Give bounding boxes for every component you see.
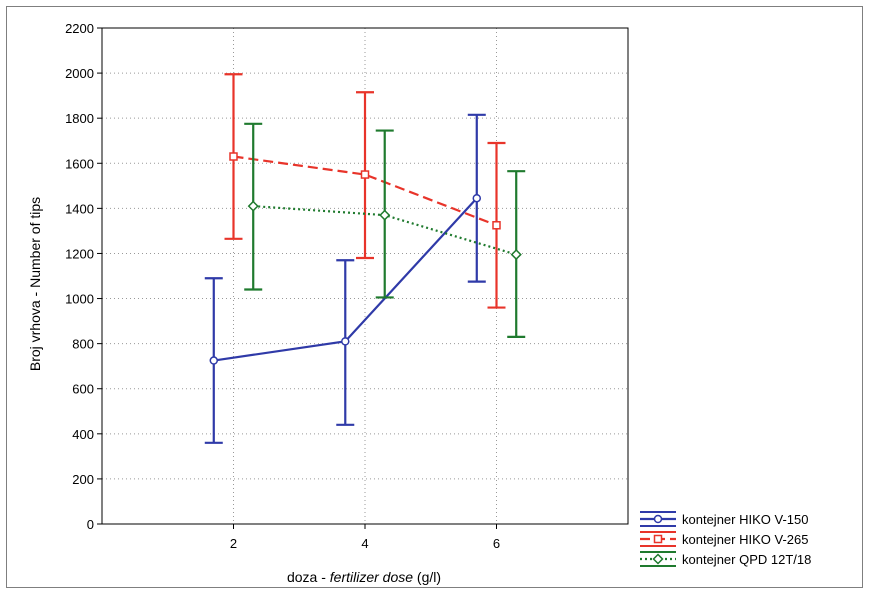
series-3	[244, 122, 526, 338]
data-point	[209, 356, 219, 365]
legend-marker	[653, 514, 663, 524]
legend-item-3: kontejner QPD 12T/18	[640, 551, 811, 567]
data-point	[492, 221, 501, 230]
data-point	[229, 152, 238, 161]
legend-marker	[653, 534, 663, 544]
y-axis-ticks: 0 200 400 600 800 1000 1200 1400 1600 1800 2000 220…	[65, 21, 102, 532]
y-axis-label: Broj vrhova - Number of tips	[27, 197, 43, 371]
y-tick-label: 0	[87, 517, 94, 532]
legend-label: kontejner QPD 12T/18	[682, 552, 811, 567]
x-axis-label-text: doza -	[287, 569, 330, 585]
data-point	[247, 200, 259, 212]
legend-label: kontejner HIKO V-265	[682, 532, 808, 547]
y-tick-label: 400	[72, 427, 94, 442]
data-point	[510, 249, 522, 261]
legend-item-2: kontejner HIKO V-265	[640, 531, 808, 547]
series-group	[204, 73, 526, 444]
legend-marker	[652, 553, 664, 565]
x-axis-ticks: 2 4 6	[230, 524, 500, 551]
x-axis-label-italic: fertilizer dose	[330, 569, 413, 585]
data-point	[472, 193, 482, 203]
x-axis-label-unit: (g/l)	[413, 569, 441, 585]
chart-frame	[6, 6, 863, 588]
y-tick-label: 200	[72, 472, 94, 487]
x-tick-label: 4	[361, 536, 368, 551]
y-tick-label: 2200	[65, 21, 94, 36]
y-tick-label: 600	[72, 382, 94, 397]
legend-label: kontejner HIKO V-150	[682, 512, 808, 527]
series-2	[224, 73, 506, 309]
legend: kontejner HIKO V-150 kontejner HIKO V-265…	[640, 511, 811, 567]
x-tick-label: 6	[493, 536, 500, 551]
y-tick-label: 1800	[65, 111, 94, 126]
x-tick-label: 2	[230, 536, 237, 551]
data-point	[379, 209, 391, 221]
data-point	[360, 170, 370, 179]
legend-item-1: kontejner HIKO V-150	[640, 511, 808, 527]
x-axis-label: doza - fertilizer dose (g/l)	[287, 569, 441, 585]
series-1	[204, 113, 486, 444]
y-tick-label: 2000	[65, 66, 94, 81]
y-tick-label: 1000	[65, 292, 94, 307]
y-tick-label: 1600	[65, 156, 94, 171]
y-tick-label: 800	[72, 337, 94, 352]
y-tick-label: 1400	[65, 201, 94, 216]
y-tick-label: 1200	[65, 246, 94, 261]
series-line	[233, 155, 497, 227]
data-point	[341, 337, 350, 346]
